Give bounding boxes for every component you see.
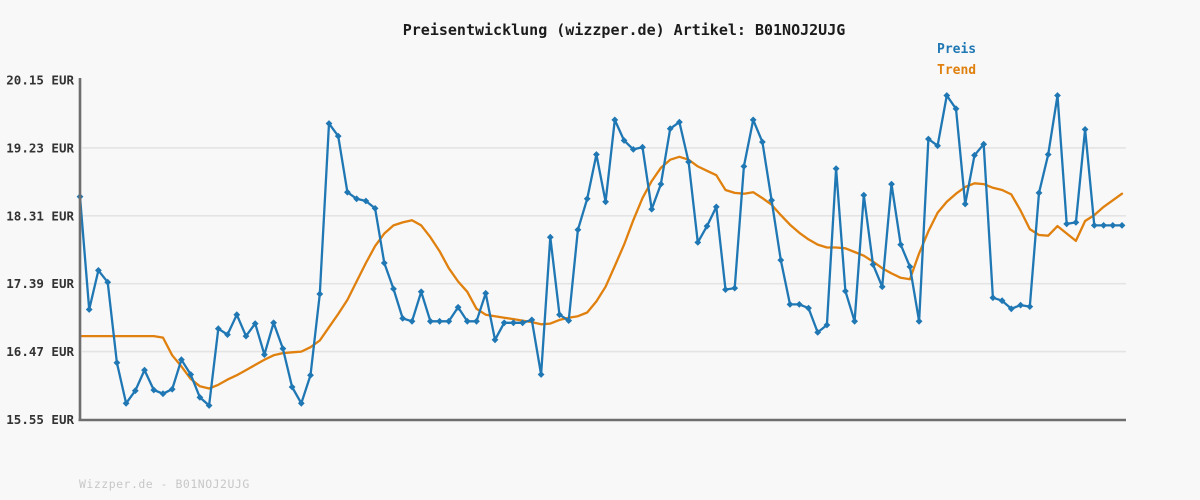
y-axis-label: 19.23 EUR (6, 140, 74, 155)
y-axis-label: 18.31 EUR (6, 208, 74, 223)
y-axis-labels: 20.15 EUR 19.23 EUR 18.31 EUR 17.39 EUR 16.4… (6, 73, 74, 428)
chart-legend: Preis Trend (937, 39, 976, 81)
y-axis-label: 15.55 EUR (6, 412, 74, 427)
y-axis-label: 20.15 EUR (6, 73, 74, 88)
footer-watermark: Wizzper.de - B01NOJ2UJG (79, 477, 250, 491)
price-line (78, 94, 1124, 407)
legend-label-trend: Trend (937, 63, 977, 78)
legend-label-preis: Preis (937, 42, 977, 57)
legend-item-trend: Trend (937, 60, 976, 81)
axes (78, 78, 1126, 422)
y-axis-label: 17.39 EUR (6, 276, 74, 291)
legend-item-preis: Preis (937, 39, 976, 60)
y-axis-label: 16.47 EUR (6, 344, 74, 359)
trend-line (78, 155, 1124, 390)
price-markers (76, 92, 1126, 409)
gridlines (82, 147, 1126, 353)
chart-title: Preisentwicklung (wizzper.de) Artikel: B… (402, 21, 846, 39)
